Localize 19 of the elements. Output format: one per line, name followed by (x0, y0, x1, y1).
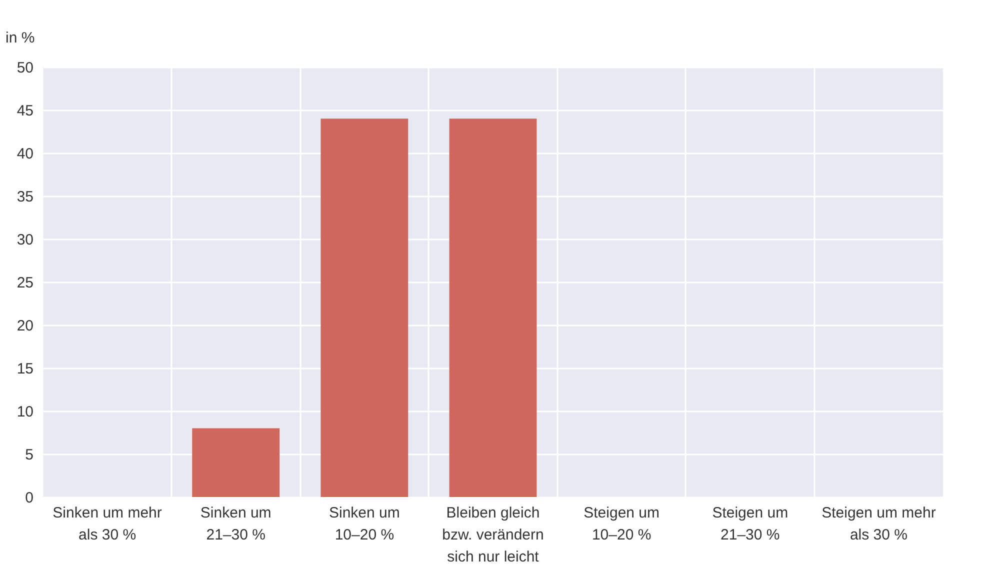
x-tick-label: Steigen um 10–20 % (584, 504, 660, 544)
x-tick-label: Sinken um mehr als 30 % (52, 504, 162, 544)
y-tick-label: 10 (16, 404, 34, 420)
x-tick-label: Steigen um 21–30 % (712, 504, 788, 544)
y-tick-label: 45 (16, 102, 34, 120)
y-axis-title: in % (6, 30, 35, 46)
y-tick-label: 25 (16, 274, 34, 292)
y-tick-label: 20 (16, 318, 34, 334)
y-tick-label: 0 (25, 490, 34, 506)
x-tick-label: Bleiben gleich bzw. verändern sich nur leicht (442, 504, 544, 566)
y-tick-label: 40 (16, 146, 34, 162)
x-tick-label: Steigen um mehr als 30 % (822, 504, 936, 544)
y-tick-label: 15 (16, 360, 34, 378)
y-tick-label: 35 (16, 188, 34, 206)
y-tick-label: 5 (25, 446, 34, 464)
x-tick-label: Sinken um 10–20 % (328, 504, 400, 544)
y-tick-label: 50 (16, 60, 34, 76)
y-tick-label: 30 (16, 232, 34, 248)
x-tick-label: Sinken um 21–30 % (200, 504, 272, 544)
